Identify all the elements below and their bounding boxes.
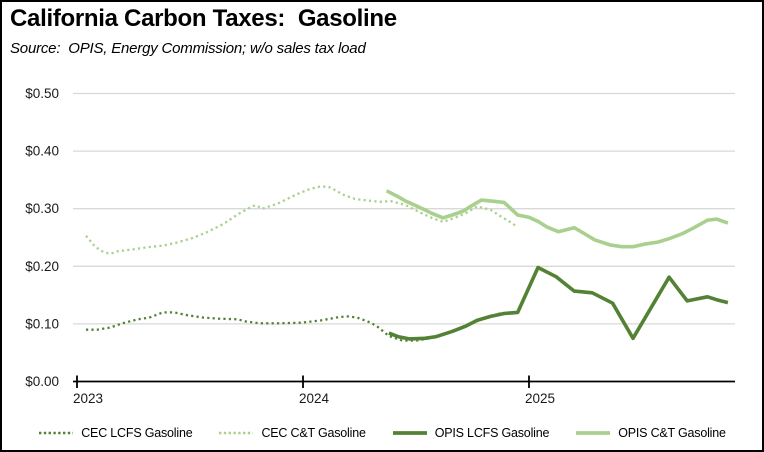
svg-text:$0.00: $0.00 bbox=[25, 374, 59, 389]
legend-label: CEC LCFS Gasoline bbox=[81, 426, 193, 440]
legend-marker-solid-dark-icon bbox=[392, 431, 427, 435]
legend-item-cec-ct: CEC C&T Gasoline bbox=[218, 426, 366, 440]
legend-item-opis-ct: OPIS C&T Gasoline bbox=[575, 426, 726, 440]
legend-item-cec-lcfs: CEC LCFS Gasoline bbox=[38, 426, 193, 440]
chart-title: California Carbon Taxes: Gasoline bbox=[10, 5, 397, 32]
legend-label: OPIS C&T Gasoline bbox=[618, 426, 726, 440]
svg-text:2023: 2023 bbox=[73, 391, 103, 406]
chart-subtitle: Source: OPIS, Energy Commission; w/o sal… bbox=[10, 40, 366, 57]
legend-item-opis-lcfs: OPIS LCFS Gasoline bbox=[392, 426, 550, 440]
svg-text:2025: 2025 bbox=[525, 391, 555, 406]
legend-marker-solid-light-icon bbox=[576, 431, 611, 435]
legend-marker-dotted-dark-icon bbox=[39, 431, 74, 435]
svg-text:$0.20: $0.20 bbox=[25, 259, 59, 274]
svg-text:$0.30: $0.30 bbox=[25, 201, 59, 216]
legend-label: CEC C&T Gasoline bbox=[261, 426, 366, 440]
svg-text:$0.50: $0.50 bbox=[25, 86, 59, 101]
legend-marker-dotted-light-icon bbox=[219, 431, 254, 435]
legend: CEC LCFS Gasoline CEC C&T Gasoline OPIS … bbox=[2, 420, 762, 446]
svg-text:2024: 2024 bbox=[299, 391, 330, 406]
svg-text:$0.10: $0.10 bbox=[25, 316, 59, 331]
legend-label: OPIS LCFS Gasoline bbox=[434, 426, 550, 440]
svg-text:$0.40: $0.40 bbox=[25, 144, 59, 159]
